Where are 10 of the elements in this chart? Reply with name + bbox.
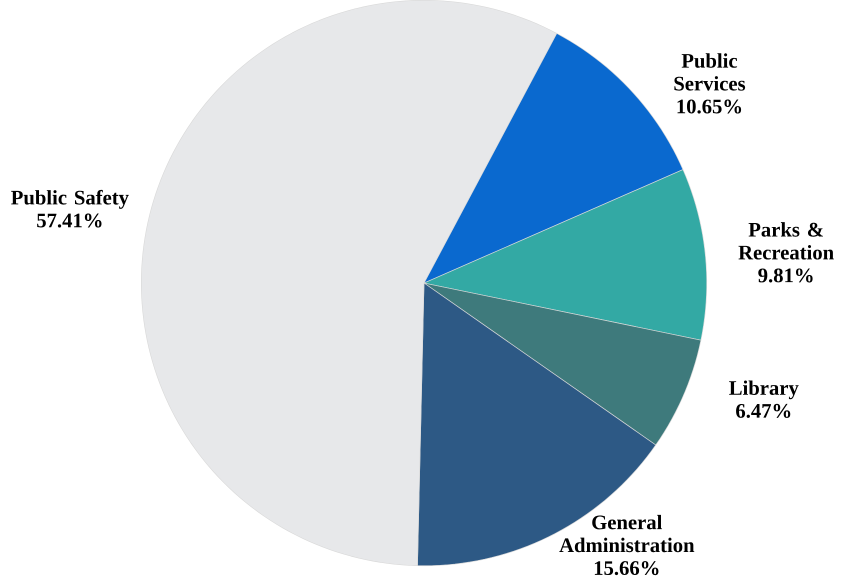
slice-label: General Administration [559, 514, 694, 552]
data-label: 9.81% [758, 268, 813, 282]
data-label: 15.66% [594, 560, 658, 575]
data-label: 57.41% [37, 213, 102, 228]
data-label: 10.65% [678, 99, 742, 114]
data-label: 6.47% [736, 404, 790, 418]
slice-label: Public Safety [11, 190, 129, 209]
slice-label: Parks & Recreation [738, 222, 834, 260]
slice-label: Public Services [674, 53, 746, 90]
slice-label: Library [729, 380, 799, 400]
